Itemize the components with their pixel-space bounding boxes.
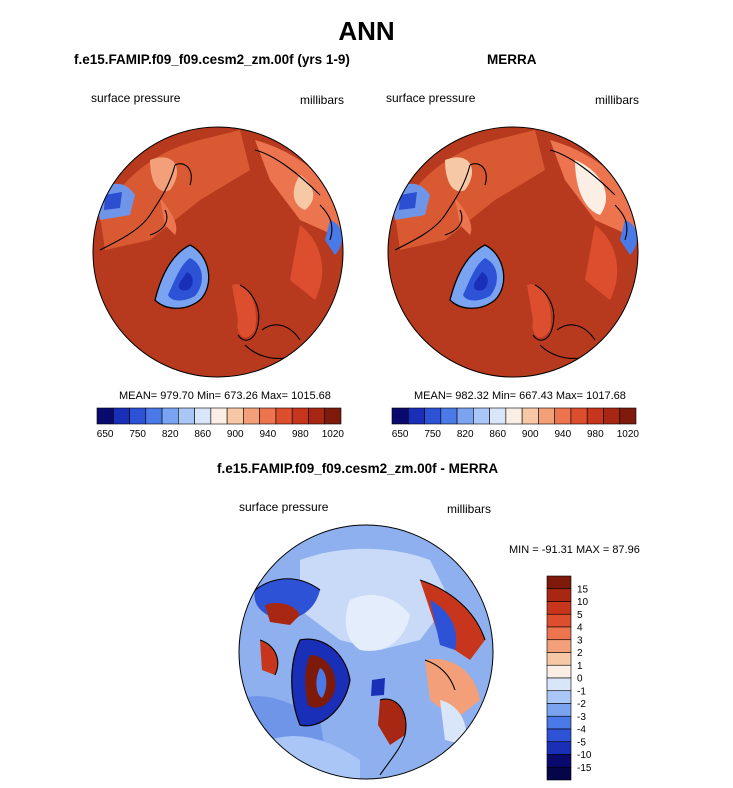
diff-colorbar-swatch: [546, 741, 572, 755]
obs-colorbar-tick-label: 900: [522, 429, 539, 440]
model-colorbar-swatch: [226, 407, 244, 425]
diff-colorbar-swatch: [546, 652, 572, 666]
model-colorbar-swatch: [129, 407, 147, 425]
model-variable-label: surface pressure: [91, 91, 181, 105]
diff-colorbar-tick-label: -3: [577, 712, 586, 723]
diff-colorbar-tick-label: 1: [577, 661, 583, 672]
diff-colorbar-swatch: [546, 664, 572, 679]
obs-colorbar: 650 750 820 860 900 940 980 1020: [391, 407, 640, 440]
model-colorbar-tick-label: 980: [292, 429, 309, 440]
model-colorbar-tick-label: 860: [194, 429, 211, 440]
model-colorbar-tick-label: 1020: [322, 429, 345, 440]
obs-colorbar-tick-label: 750: [424, 429, 441, 440]
obs-colorbar-swatch: [619, 407, 637, 425]
model-colorbar-swatch: [210, 407, 228, 425]
model-colorbar-swatch: [112, 407, 130, 425]
diff-colorbar-swatch: [546, 613, 572, 628]
obs-colorbar-swatch: [505, 407, 523, 425]
diff-colorbar-swatch: [546, 703, 572, 717]
obs-colorbar-swatch: [391, 407, 409, 425]
diff-polar-map: [238, 524, 494, 780]
obs-colorbar-swatch: [473, 407, 490, 425]
obs-colorbar-swatch: [489, 407, 507, 425]
diff-colorbar-swatch: [546, 677, 572, 692]
model-colorbar-tick-label: 650: [97, 429, 114, 440]
diff-colorbar-tick-label: 4: [577, 623, 583, 634]
obs-colorbar-swatch: [538, 407, 555, 425]
obs-colorbar-swatch: [440, 407, 458, 425]
diff-colorbar-swatch: [546, 715, 572, 730]
diff-colorbar-tick-label: 2: [577, 648, 583, 659]
model-colorbar: 650 750 820 860 900 940 980 1020: [96, 407, 345, 440]
diff-colorbar-tick-label: -10: [577, 750, 592, 761]
obs-panel-title: MERRA: [487, 52, 537, 67]
diff-panel-title: f.e15.FAMIP.f09_f09.cesm2_zm.00f - MERRA: [217, 461, 499, 476]
model-colorbar-swatch: [308, 407, 326, 425]
obs-units-label: millibars: [595, 93, 640, 107]
model-units-label: millibars: [300, 93, 345, 107]
obs-colorbar-swatch: [521, 407, 539, 425]
diff-colorbar-tick-label: -1: [577, 686, 586, 697]
diff-colorbar-tick-label: 3: [577, 635, 583, 646]
diff-colorbar-tick-label: 5: [577, 610, 583, 621]
model-colorbar-swatch: [145, 407, 163, 425]
diff-colorbar-swatch: [546, 639, 572, 653]
diff-colorbar-tick-label: -4: [577, 725, 586, 736]
diff-colorbar-tick-label: -5: [577, 737, 586, 748]
diff-colorbar-tick-label: -2: [577, 699, 586, 710]
model-colorbar-swatch: [324, 407, 342, 425]
obs-colorbar-tick-label: 820: [457, 429, 474, 440]
obs-colorbar-swatch: [424, 407, 442, 425]
diff-units-label: millibars: [447, 502, 492, 516]
obs-colorbar-tick-label: 1020: [617, 429, 640, 440]
model-colorbar-swatch: [194, 407, 212, 425]
model-colorbar-swatch: [243, 407, 260, 425]
obs-colorbar-tick-label: 940: [554, 429, 571, 440]
diff-colorbar-swatch: [546, 728, 572, 743]
model-stats: MEAN= 979.70 Min= 673.26 Max= 1015.68: [119, 390, 331, 402]
diff-colorbar-swatch: [546, 754, 572, 768]
diff-colorbar-swatch: [546, 626, 572, 641]
obs-variable-label: surface pressure: [386, 91, 476, 105]
model-colorbar-swatch: [161, 407, 179, 425]
model-polar-map: [92, 126, 344, 378]
diff-colorbar-swatch: [546, 601, 572, 615]
obs-colorbar-swatch: [456, 407, 474, 425]
diff-stats: MIN = -91.31 MAX = 87.96: [509, 544, 640, 556]
obs-stats: MEAN= 982.32 Min= 667.43 Max= 1017.68: [414, 390, 626, 402]
model-colorbar-swatch: [259, 407, 277, 425]
figure-title: ANN: [338, 16, 395, 46]
diff-colorbar-swatch: [546, 575, 572, 590]
diff-colorbar-swatch: [546, 588, 572, 602]
model-colorbar-swatch: [96, 407, 114, 425]
diff-colorbar-tick-label: -15: [577, 763, 592, 774]
model-panel-title: f.e15.FAMIP.f09_f09.cesm2_zm.00f (yrs 1-…: [74, 52, 350, 67]
obs-colorbar-tick-label: 650: [392, 429, 409, 440]
model-colorbar-tick-label: 900: [227, 429, 244, 440]
obs-colorbar-swatch: [586, 407, 604, 425]
model-colorbar-tick-label: 820: [162, 429, 179, 440]
obs-colorbar-tick-label: 980: [587, 429, 604, 440]
obs-colorbar-tick-label: 860: [489, 429, 506, 440]
model-colorbar-tick-label: 940: [259, 429, 276, 440]
model-colorbar-swatch: [178, 407, 195, 425]
diff-colorbar-tick-label: 0: [577, 674, 583, 685]
obs-colorbar-swatch: [554, 407, 572, 425]
obs-polar-map: [387, 126, 639, 378]
obs-colorbar-swatch: [570, 407, 588, 425]
obs-colorbar-swatch: [603, 407, 621, 425]
diff-colorbar-swatch: [546, 766, 572, 781]
obs-colorbar-swatch: [407, 407, 425, 425]
diff-colorbar-tick-label: 15: [577, 584, 589, 595]
model-colorbar-swatch: [275, 407, 293, 425]
model-colorbar-swatch: [291, 407, 309, 425]
diff-colorbar-swatch: [546, 690, 572, 704]
model-colorbar-tick-label: 750: [129, 429, 146, 440]
diff-variable-label: surface pressure: [239, 500, 329, 514]
diff-colorbar-tick-label: 10: [577, 597, 589, 608]
